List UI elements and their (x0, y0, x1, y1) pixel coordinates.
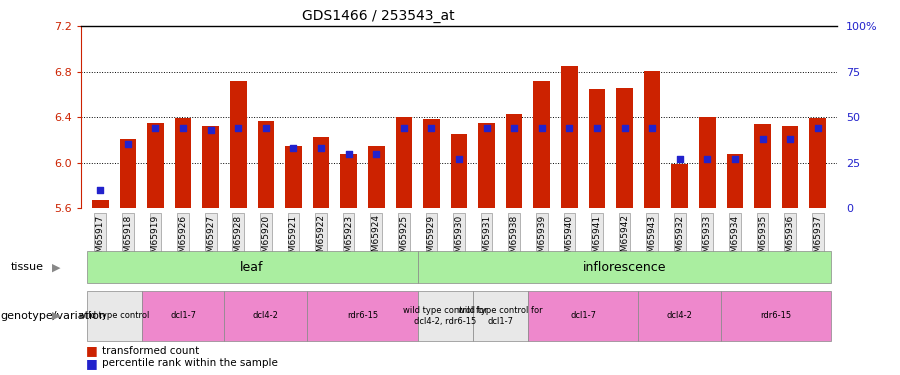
Point (314, 145, 328, 151)
Text: GDS1466 / 253543_at: GDS1466 / 253543_at (302, 9, 454, 23)
Bar (175, 118, 192, 208)
Text: dcl1-7: dcl1-7 (571, 311, 596, 320)
Text: rdr6-15: rdr6-15 (760, 311, 792, 320)
Point (424, 125, 438, 131)
Text: transformed count: transformed count (102, 345, 199, 355)
Text: ■: ■ (86, 344, 97, 357)
Bar (230, 81, 247, 208)
Point (203, 127, 218, 133)
Bar (395, 117, 412, 208)
Point (672, 156, 687, 162)
Point (397, 125, 411, 131)
Text: percentile rank within the sample: percentile rank within the sample (102, 358, 277, 368)
Bar (478, 123, 495, 208)
Bar (561, 66, 578, 208)
Bar (257, 121, 274, 208)
Bar (285, 146, 302, 208)
Point (286, 145, 301, 151)
Point (728, 156, 742, 162)
Text: rdr6-15: rdr6-15 (346, 311, 378, 320)
Point (507, 125, 521, 131)
Bar (148, 123, 164, 208)
Point (176, 125, 190, 131)
Point (93, 187, 107, 193)
Bar (506, 114, 523, 208)
Point (700, 156, 715, 162)
Text: ▶: ▶ (51, 311, 60, 321)
Point (645, 125, 660, 131)
Bar (534, 81, 550, 208)
Bar (120, 139, 136, 208)
Text: inflorescence: inflorescence (583, 261, 666, 274)
Point (341, 150, 356, 157)
Bar (451, 134, 467, 208)
Point (452, 156, 466, 162)
Text: ■: ■ (86, 357, 97, 370)
Point (480, 125, 494, 131)
Text: dcl1-7: dcl1-7 (170, 311, 196, 320)
Text: wild type control for
dcl4-2, rdr6-15: wild type control for dcl4-2, rdr6-15 (403, 306, 488, 326)
Point (148, 125, 163, 131)
Bar (368, 146, 384, 208)
Text: dcl4-2: dcl4-2 (667, 311, 693, 320)
Point (755, 136, 770, 142)
Bar (726, 154, 743, 208)
Point (258, 125, 273, 131)
Point (811, 125, 825, 131)
Point (783, 136, 797, 142)
Text: genotype/variation: genotype/variation (0, 311, 106, 321)
Text: tissue: tissue (11, 262, 44, 272)
Point (590, 125, 604, 131)
Point (121, 141, 135, 147)
Point (231, 125, 246, 131)
Text: leaf: leaf (240, 261, 264, 274)
Bar (92, 200, 109, 208)
Point (562, 125, 577, 131)
Bar (589, 89, 605, 208)
Point (617, 125, 632, 131)
Bar (340, 154, 357, 208)
Bar (809, 118, 826, 208)
Text: dcl4-2: dcl4-2 (253, 311, 279, 320)
Bar (202, 126, 219, 208)
Bar (782, 126, 798, 208)
Bar (644, 70, 661, 208)
Point (535, 125, 549, 131)
Text: wild type control: wild type control (79, 311, 149, 320)
Text: ▶: ▶ (51, 262, 60, 272)
Point (369, 150, 383, 157)
Bar (313, 136, 329, 208)
Bar (423, 120, 440, 208)
Bar (754, 124, 770, 208)
Bar (699, 117, 716, 208)
Text: wild type control for
dcl1-7: wild type control for dcl1-7 (458, 306, 543, 326)
Bar (616, 88, 633, 208)
Bar (671, 164, 688, 208)
